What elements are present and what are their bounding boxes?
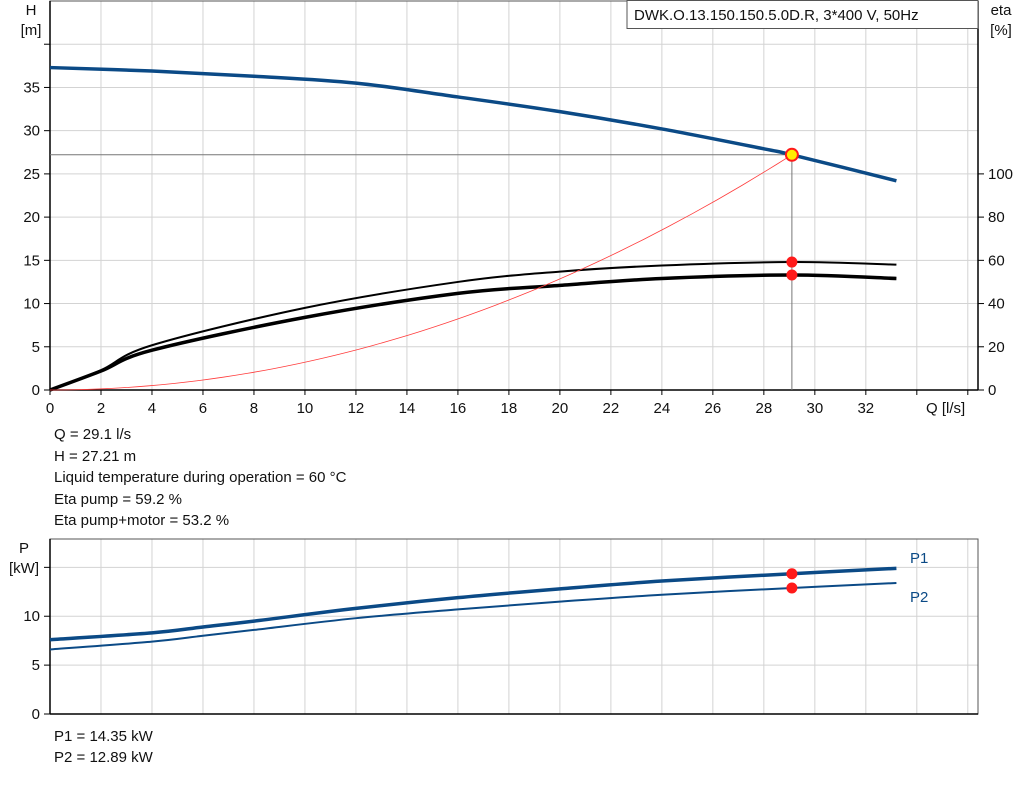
x-tick-label: 18 [501,400,518,417]
legend-p1: P1 [910,550,928,567]
p2-curve [49,581,897,651]
readout-temp: Liquid temperature during operation = 60… [54,469,347,486]
plot-frame [49,538,979,715]
y-tick-label-left: 5 [32,339,40,356]
x-tick-label: 26 [705,400,722,417]
y-label-h: H [26,2,37,19]
x-tick-label: 8 [250,400,258,417]
x-tick-label: 0 [46,400,54,417]
y-tick-label-left: 15 [23,252,40,269]
y-tick-label-right: 100 [988,166,1013,183]
x-tick-label: 4 [148,400,156,417]
y-tick-label-left: 25 [23,166,40,183]
legend-p2: P2 [910,589,928,606]
x-tick-label: 14 [399,400,416,417]
eta-pump-motor-curve [49,273,897,392]
y-tick-label-left: 10 [23,296,40,313]
y-tick-label-right: 40 [988,296,1005,313]
readout-eta-pump: Eta pump = 59.2 % [54,491,182,508]
plot-frame [49,0,979,391]
title-box [626,0,979,29]
y-tick-label-right: 0 [988,382,996,399]
y-label-p: P [19,540,29,557]
operating-point-marker [784,147,799,162]
p1-marker [786,568,798,580]
y-tick-label: 10 [23,608,40,625]
y-tick-label-right: 80 [988,209,1005,226]
readout-q: Q = 29.1 l/s [54,426,131,443]
readout-p1: P1 = 14.35 kW [54,728,154,745]
x-tick-label: 28 [756,400,773,417]
x-label: Q [l/s] [926,400,965,417]
system-curve [49,154,793,391]
y-tick-label: 0 [32,706,40,723]
chart-title: DWK.O.13.150.150.5.0D.R, 3*400 V, 50Hz [634,7,919,24]
y-tick-label-right: 20 [988,339,1005,356]
y-tick-label-left: 35 [23,79,40,96]
x-tick-label: 32 [857,400,874,417]
x-tick-label: 12 [348,400,365,417]
x-tick-label: 24 [654,400,671,417]
x-tick-label: 20 [552,400,569,417]
p1-curve [49,566,897,642]
head-curve [49,65,897,183]
eta-pump-marker [786,256,798,268]
y-label-eta-unit: [%] [990,22,1012,39]
eta-pump-curve [49,261,897,391]
readout-eta-pump-motor: Eta pump+motor = 53.2 % [54,512,229,529]
p2-marker [786,582,798,594]
x-tick-label: 30 [806,400,823,417]
y-tick-label: 5 [32,657,40,674]
x-tick-label: 6 [199,400,207,417]
y-tick-label-left: 30 [23,123,40,140]
power-chart: 0 5 10 [23,538,979,723]
eta-pump-motor-marker [786,269,798,281]
x-tick-label: 22 [603,400,620,417]
head-efficiency-chart: 0 2 4 6 8 10 12 14 16 18 20 22 24 26 28 30 3205101520253… [23,0,1013,417]
x-tick-label: 16 [450,400,467,417]
y-label-eta: eta [991,2,1013,19]
y-tick-label-right: 60 [988,252,1005,269]
y-label-p-unit: [kW] [9,560,39,577]
y-label-h-unit: [m] [21,22,42,39]
readout-p2: P2 = 12.89 kW [54,749,154,766]
x-tick-label: 10 [297,400,314,417]
y-tick-label-left: 20 [23,209,40,226]
readout-h: H = 27.21 m [54,448,136,465]
y-tick-label-left: 0 [32,382,40,399]
x-tick-label: 2 [97,400,105,417]
